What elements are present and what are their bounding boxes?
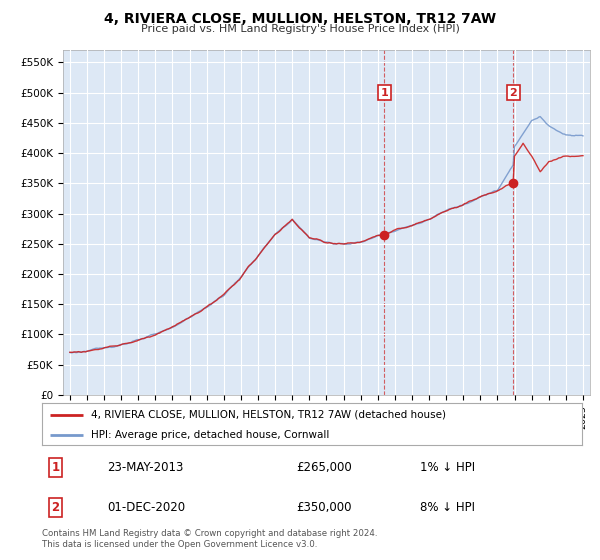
Text: 23-MAY-2013: 23-MAY-2013 [107, 461, 183, 474]
Text: Price paid vs. HM Land Registry's House Price Index (HPI): Price paid vs. HM Land Registry's House … [140, 24, 460, 34]
Text: £350,000: £350,000 [296, 501, 352, 514]
Text: 01-DEC-2020: 01-DEC-2020 [107, 501, 185, 514]
Text: 2: 2 [52, 501, 59, 514]
Text: 1% ↓ HPI: 1% ↓ HPI [420, 461, 475, 474]
Text: 8% ↓ HPI: 8% ↓ HPI [420, 501, 475, 514]
Text: 4, RIVIERA CLOSE, MULLION, HELSTON, TR12 7AW: 4, RIVIERA CLOSE, MULLION, HELSTON, TR12… [104, 12, 496, 26]
Text: 4, RIVIERA CLOSE, MULLION, HELSTON, TR12 7AW (detached house): 4, RIVIERA CLOSE, MULLION, HELSTON, TR12… [91, 410, 446, 420]
Text: 2: 2 [509, 88, 517, 97]
Text: £265,000: £265,000 [296, 461, 352, 474]
Text: HPI: Average price, detached house, Cornwall: HPI: Average price, detached house, Corn… [91, 430, 329, 440]
Text: Contains HM Land Registry data © Crown copyright and database right 2024.
This d: Contains HM Land Registry data © Crown c… [42, 529, 377, 549]
Text: 1: 1 [52, 461, 59, 474]
Text: 1: 1 [380, 88, 388, 97]
